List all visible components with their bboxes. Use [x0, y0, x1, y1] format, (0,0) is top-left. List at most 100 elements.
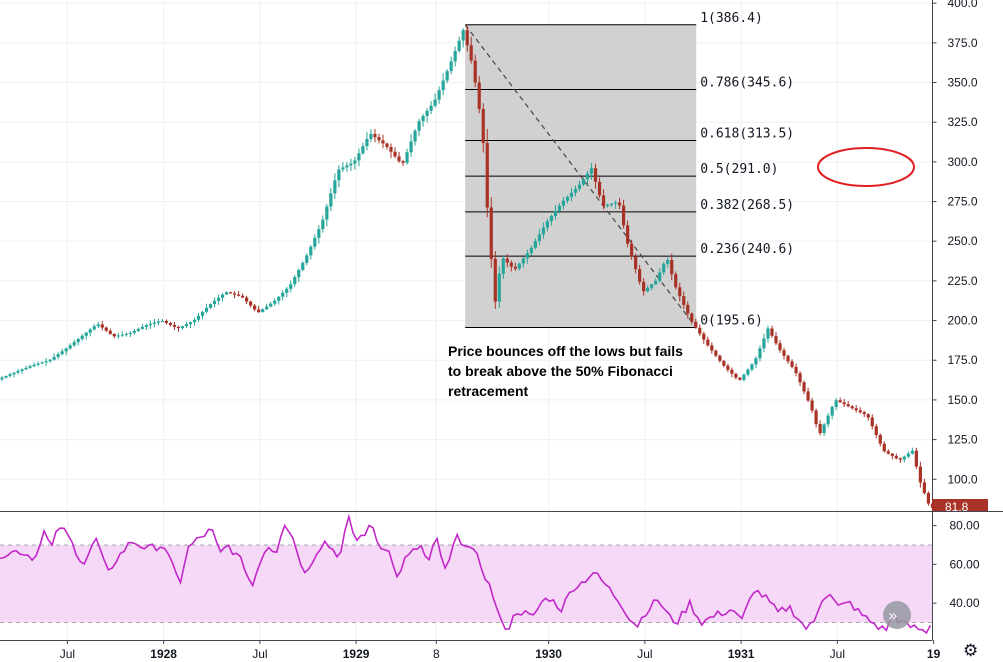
- candle-body: [489, 207, 493, 259]
- candle-body: [16, 371, 20, 373]
- indicator-axis-label: 40.00: [950, 596, 980, 610]
- candle-body: [425, 110, 429, 117]
- candle-body: [301, 262, 305, 270]
- candle-body: [100, 324, 104, 328]
- fibonacci-retracement[interactable]: 1(386.4) 0.786(345.6) 0.618(313.5) 0.5(291.…: [464, 11, 794, 329]
- candle-body: [369, 133, 373, 140]
- candle-body: [918, 466, 922, 483]
- candle-body: [541, 227, 545, 235]
- candle-body: [674, 274, 678, 288]
- last-price-badge: 81.8: [932, 499, 988, 514]
- candle-body: [838, 400, 842, 403]
- candle-body: [650, 284, 654, 288]
- time-axis-label: 1929: [343, 647, 370, 661]
- candle-body: [878, 434, 882, 444]
- candle-body: [92, 326, 96, 330]
- candle-body: [890, 453, 894, 456]
- candle-body: [313, 237, 317, 247]
- annotation-line-3: retracement: [448, 383, 528, 399]
- candle-body: [798, 373, 802, 383]
- candle-body: [626, 225, 630, 244]
- candle-body: [196, 315, 201, 320]
- candle-body: [533, 241, 537, 248]
- candle-body: [605, 204, 610, 207]
- candle-body: [609, 203, 614, 205]
- candle-body: [630, 243, 634, 257]
- candle-body: [858, 410, 862, 413]
- candle-body: [60, 351, 64, 355]
- price-axis-label: 200.0: [948, 314, 978, 328]
- candle-body: [926, 493, 930, 504]
- candle-body: [778, 343, 782, 351]
- fib-level-label: 0.618(313.5): [700, 126, 794, 141]
- candle-body: [662, 263, 666, 273]
- time-axis-label: Jul: [252, 647, 267, 661]
- candle-body: [922, 482, 926, 494]
- candle-body: [64, 348, 68, 352]
- candle-body: [104, 327, 108, 331]
- candle-body: [477, 82, 481, 109]
- scroll-to-realtime-button[interactable]: »: [883, 601, 911, 629]
- candle-body: [84, 332, 88, 336]
- candle-body: [842, 402, 846, 405]
- indicator-axis[interactable]: 80.00 60.00 40.00: [932, 519, 980, 611]
- candle-body: [886, 451, 890, 454]
- candle-body: [309, 246, 313, 256]
- fib-level-label: 0.236(240.6): [700, 242, 794, 257]
- indicator-line: [0, 513, 932, 635]
- candle-body: [172, 324, 177, 327]
- candle-body: [866, 414, 870, 418]
- fib-level-label: 0(195.6): [700, 314, 763, 329]
- candle-body: [357, 153, 361, 161]
- fib-level-label: 0.786(345.6): [700, 76, 794, 91]
- candle-body: [361, 146, 365, 154]
- candle-body: [140, 326, 144, 329]
- candle-body: [457, 40, 461, 51]
- candle-body: [373, 133, 377, 138]
- candle-body: [690, 313, 694, 322]
- candle-body: [501, 258, 505, 274]
- candle-body: [846, 404, 850, 407]
- candle-body: [774, 335, 778, 344]
- time-axis[interactable]: Jul 1928 Jul 1929 8 1930 Jul 1931 Jul 19: [0, 640, 941, 661]
- candle-body: [513, 266, 517, 269]
- indicator-axis-label: 60.00: [950, 557, 980, 571]
- candle-body: [601, 195, 606, 207]
- candle-body: [269, 303, 273, 307]
- candle-body: [120, 334, 124, 336]
- candle-body: [341, 167, 345, 170]
- double-chevron-right-icon: »: [888, 606, 898, 625]
- candle-body: [850, 406, 854, 409]
- candle-body: [758, 348, 762, 359]
- candle-body: [224, 292, 229, 295]
- price-axis-label: 400.0: [948, 0, 978, 10]
- candle-body: [818, 424, 822, 434]
- candle-body: [589, 168, 594, 174]
- candle-body: [830, 406, 834, 416]
- gear-icon[interactable]: ⚙: [963, 641, 978, 661]
- candle-body: [794, 366, 798, 374]
- candle-body: [549, 215, 554, 222]
- candle-body: [409, 141, 413, 153]
- candle-body: [293, 277, 297, 285]
- time-axis-label: 1930: [535, 647, 562, 661]
- candle-body: [76, 338, 80, 343]
- candle-body: [261, 309, 265, 313]
- candle-body: [245, 297, 249, 302]
- candle-body: [281, 292, 285, 297]
- candle-body: [593, 168, 598, 182]
- price-axis[interactable]: 400.0 375.0 350.0 325.0 300.0 275.0 250.0 225.0…: [932, 0, 1003, 640]
- candle-body: [622, 205, 626, 226]
- candle-body: [670, 259, 674, 275]
- candle-body: [233, 293, 237, 295]
- price-axis-label: 275.0: [948, 195, 978, 209]
- annotation-line-2: to break above the 50% Fibonacci: [448, 363, 673, 379]
- candle-body: [642, 281, 646, 292]
- price-axis-label: 100.0: [948, 472, 978, 486]
- candle-body: [192, 319, 197, 323]
- candle-body: [710, 345, 714, 351]
- candle-body: [453, 50, 457, 62]
- candle-body: [253, 305, 257, 310]
- candle-body: [401, 161, 405, 163]
- candle-body: [329, 193, 333, 207]
